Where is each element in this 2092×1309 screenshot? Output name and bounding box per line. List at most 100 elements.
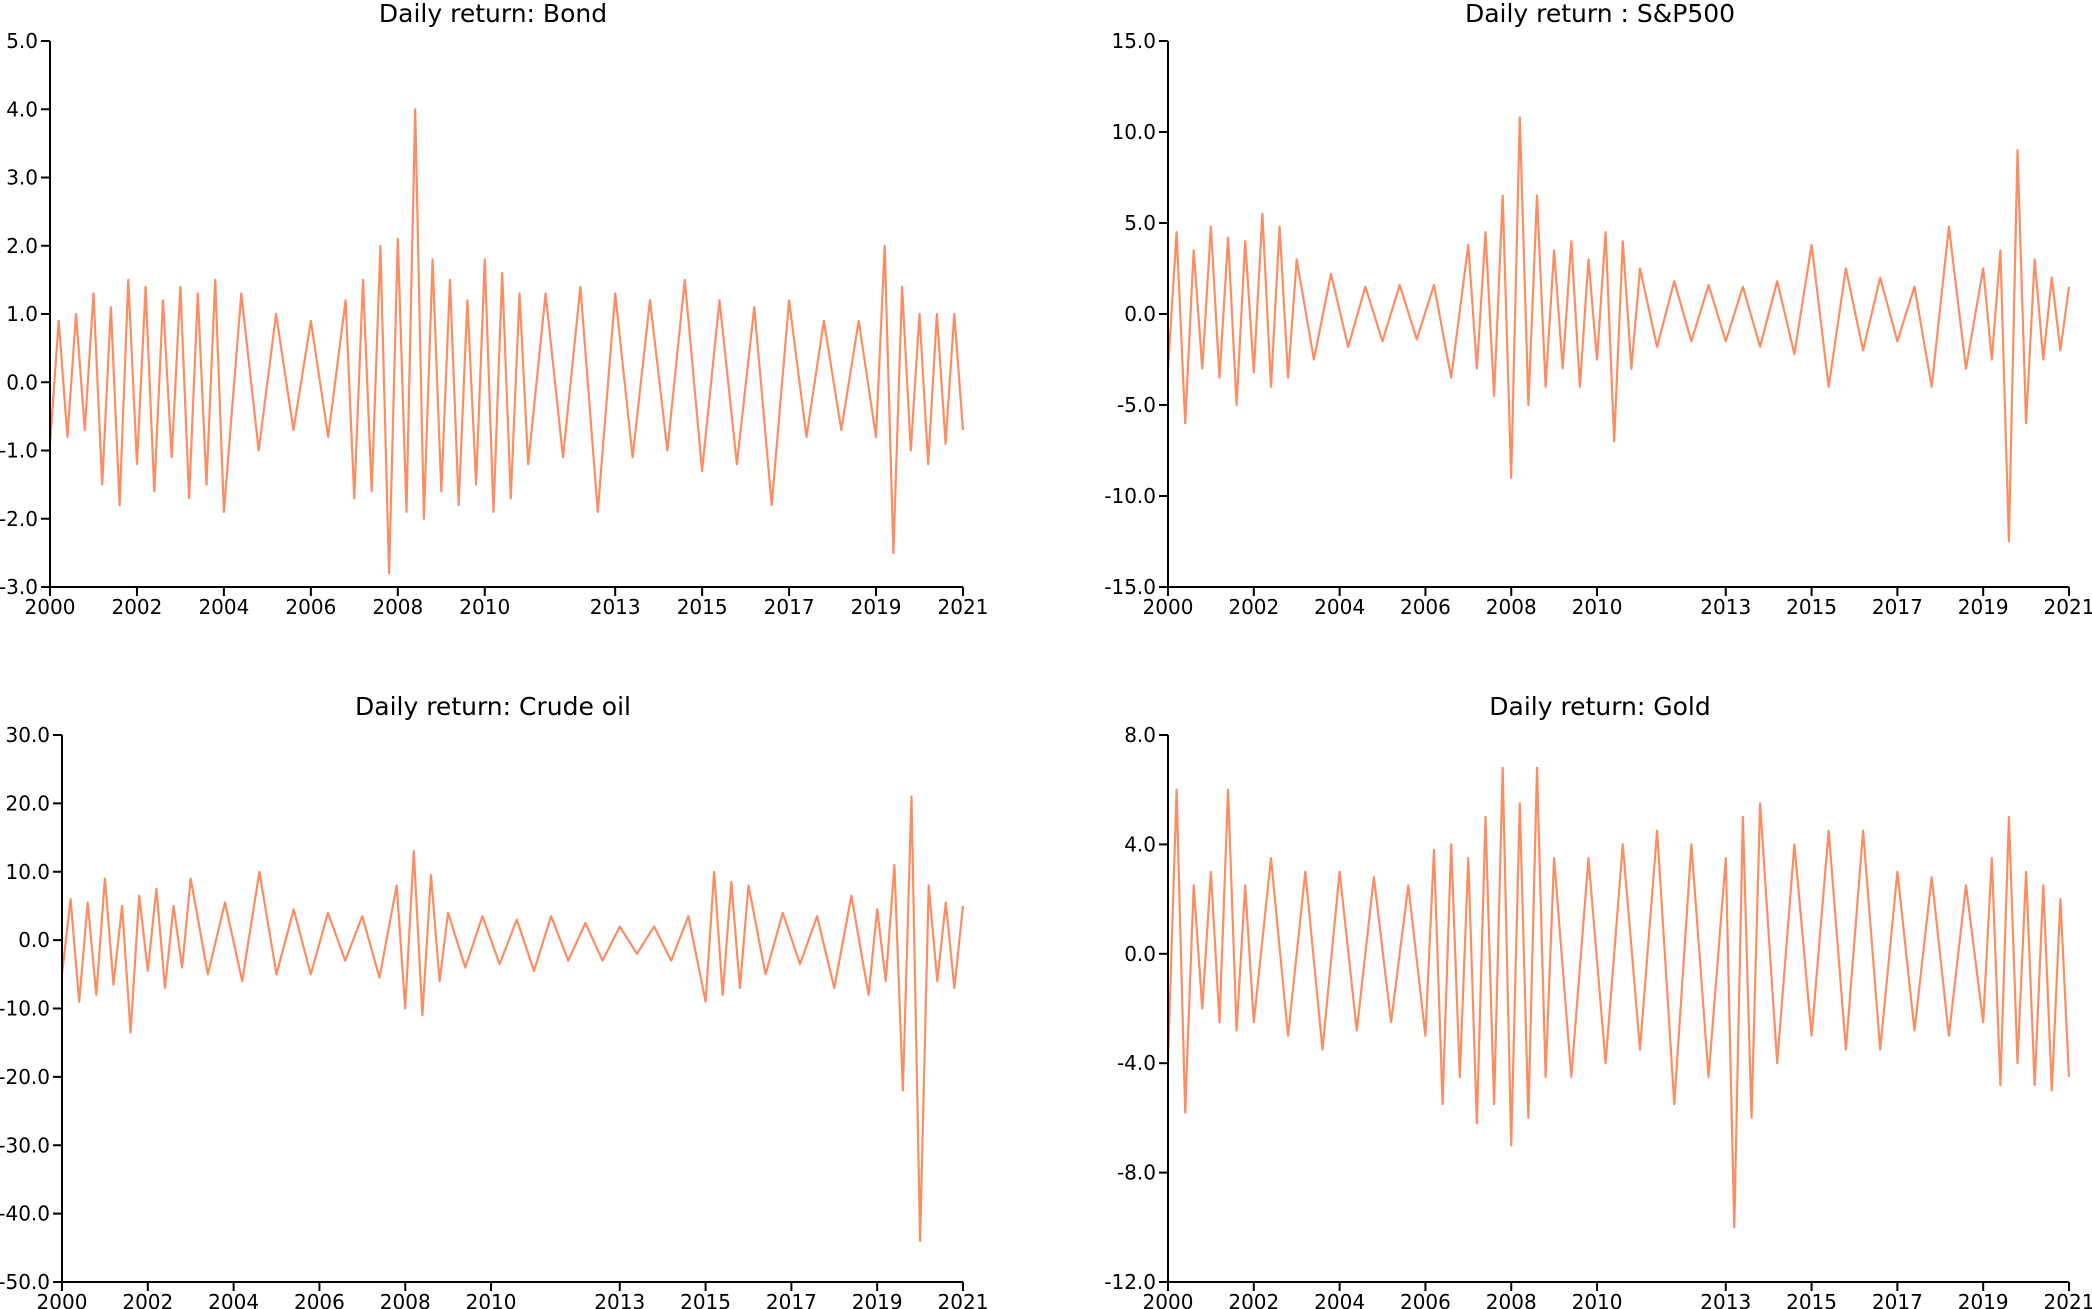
y-tick-label: -10.0 xyxy=(0,997,50,1021)
panel-sp500: Daily return : S&P500 -15.0 -10.0 -5.0 0.0 5… xyxy=(1104,0,2092,619)
x-tick-label: 2019 xyxy=(851,595,902,619)
x-tick-label: 2010 xyxy=(466,1290,517,1309)
x-tick-label: 2000 xyxy=(1143,1290,1194,1309)
x-tick-label: 2013 xyxy=(1700,1290,1751,1309)
y-axis-ticks: -3.0 -2.0 -1.0 0.0 1.0 2.0 3.0 4.0 5.0 xyxy=(0,29,50,599)
x-tick-label: 2010 xyxy=(1572,595,1623,619)
y-tick-label: 30.0 xyxy=(5,723,50,747)
x-tick-label: 2002 xyxy=(1228,1290,1279,1309)
panel-gold: Daily return: Gold -12.0 -8.0 -4.0 0.0 4.0 8.… xyxy=(1104,692,2092,1309)
chart-title: Daily return : S&P500 xyxy=(1465,0,1735,28)
x-axis-ticks: 2000 2002 2004 2006 2008 2010 2013 2015 2017 2019… xyxy=(37,1282,989,1309)
x-tick-label: 2021 xyxy=(938,1290,989,1309)
y-tick-label: 5.0 xyxy=(1124,211,1156,235)
x-tick-label: 2004 xyxy=(208,1290,259,1309)
series-layer xyxy=(1166,116,2071,543)
x-tick-label: 2015 xyxy=(1786,1290,1837,1309)
y-tick-label: 0.0 xyxy=(18,928,50,952)
y-tick-label: -30.0 xyxy=(0,1133,50,1157)
chart-title: Daily return: Gold xyxy=(1489,692,1711,721)
x-tick-label: 2019 xyxy=(1958,595,2009,619)
series-line xyxy=(1166,766,2071,1229)
x-tick-label: 2004 xyxy=(1314,1290,1365,1309)
y-tick-label: 0.0 xyxy=(6,370,38,394)
x-tick-label: 2006 xyxy=(285,595,336,619)
y-tick-label: -50.0 xyxy=(0,1270,50,1294)
y-tick-label: 3.0 xyxy=(6,166,38,190)
x-tick-label: 2013 xyxy=(590,595,641,619)
y-tick-label: -40.0 xyxy=(0,1202,50,1226)
x-tick-label: 2008 xyxy=(380,1290,431,1309)
x-tick-label: 2000 xyxy=(25,595,76,619)
x-tick-label: 2017 xyxy=(766,1290,817,1309)
y-tick-label: -4.0 xyxy=(1117,1051,1156,1075)
y-tick-label: 0.0 xyxy=(1124,302,1156,326)
x-axis-ticks: 2000 2002 2004 2006 2008 2010 2013 2015 2017 2019… xyxy=(1143,1282,2092,1309)
x-tick-label: 2015 xyxy=(1786,595,1837,619)
x-tick-label: 2015 xyxy=(677,595,728,619)
y-tick-label: -10.0 xyxy=(1104,484,1156,508)
series-layer xyxy=(48,108,965,575)
y-tick-label: -5.0 xyxy=(1117,393,1156,417)
x-tick-label: 2017 xyxy=(1872,1290,1923,1309)
x-tick-label: 2004 xyxy=(198,595,249,619)
x-tick-label: 2000 xyxy=(1143,595,1194,619)
y-tick-label: 20.0 xyxy=(5,791,50,815)
series-line xyxy=(1166,116,2071,543)
x-tick-label: 2006 xyxy=(1400,595,1451,619)
x-tick-label: 2002 xyxy=(1228,595,1279,619)
series-line xyxy=(48,108,965,575)
x-tick-label: 2019 xyxy=(852,1290,903,1309)
x-tick-label: 2008 xyxy=(1486,1290,1537,1309)
x-axis-ticks: 2000 2002 2004 2006 2008 2010 2013 2015 2017 2019… xyxy=(25,587,989,619)
x-tick-label: 2021 xyxy=(2044,1290,2092,1309)
panel-crude-oil: Daily return: Crude oil -50.0-40.0-30.0-… xyxy=(0,692,988,1309)
x-tick-label: 2008 xyxy=(372,595,423,619)
y-tick-label: -8.0 xyxy=(1117,1161,1156,1185)
y-tick-label: 1.0 xyxy=(6,302,38,326)
series-line xyxy=(60,795,965,1243)
y-axis-ticks: -15.0 -10.0 -5.0 0.0 5.0 10.0 15.0 xyxy=(1104,29,1168,599)
x-tick-label: 2006 xyxy=(294,1290,345,1309)
x-tick-label: 2002 xyxy=(111,595,162,619)
x-axis-ticks: 2000 2002 2004 2006 2008 2010 2013 2015 2017 2019… xyxy=(1143,587,2092,619)
x-tick-label: 2015 xyxy=(680,1290,731,1309)
x-tick-label: 2021 xyxy=(2044,595,2092,619)
x-tick-label: 2019 xyxy=(1958,1290,2009,1309)
y-tick-label: -15.0 xyxy=(1104,575,1156,599)
y-tick-label: 15.0 xyxy=(1111,29,1156,53)
panel-bond: Daily return: Bond -3.0 -2.0 -1.0 0.0 1.0 2.0… xyxy=(0,0,988,619)
y-tick-label: 4.0 xyxy=(6,97,38,121)
y-tick-label: 8.0 xyxy=(1124,723,1156,747)
y-axis-ticks: -12.0 -8.0 -4.0 0.0 4.0 8.0 xyxy=(1104,723,1168,1294)
x-tick-label: 2013 xyxy=(594,1290,645,1309)
x-tick-label: 2021 xyxy=(938,595,989,619)
y-tick-label: -1.0 xyxy=(0,439,38,463)
x-tick-label: 2000 xyxy=(37,1290,88,1309)
x-tick-label: 2010 xyxy=(1572,1290,1623,1309)
y-tick-label: 0.0 xyxy=(1124,942,1156,966)
x-tick-label: 2004 xyxy=(1314,595,1365,619)
x-tick-label: 2006 xyxy=(1400,1290,1451,1309)
y-axis-ticks: -50.0 -40.0 -30.0 -20.0 -10.0 0.0 10.0 20.0 30.0 xyxy=(0,723,62,1294)
chart-title: Daily return: Bond xyxy=(379,0,607,28)
x-tick-label: 2017 xyxy=(1872,595,1923,619)
y-tick-label: -20.0 xyxy=(0,1065,50,1089)
x-tick-label: 2017 xyxy=(764,595,815,619)
series-layer xyxy=(60,795,965,1243)
x-tick-label: 2002 xyxy=(122,1290,173,1309)
x-tick-label: 2010 xyxy=(459,595,510,619)
y-tick-label: 10.0 xyxy=(1111,120,1156,144)
y-tick-label: -3.0 xyxy=(0,575,38,599)
chart-title: Daily return: Crude oil xyxy=(355,692,631,721)
y-tick-label: 5.0 xyxy=(6,29,38,53)
x-tick-label: 2013 xyxy=(1700,595,1751,619)
y-tick-label: -2.0 xyxy=(0,507,38,531)
y-tick-label: 10.0 xyxy=(5,860,50,884)
y-tick-label: 4.0 xyxy=(1124,832,1156,856)
x-tick-label: 2008 xyxy=(1486,595,1537,619)
series-layer xyxy=(1166,766,2071,1229)
y-tick-label: 2.0 xyxy=(6,234,38,258)
y-tick-label: -12.0 xyxy=(1104,1270,1156,1294)
